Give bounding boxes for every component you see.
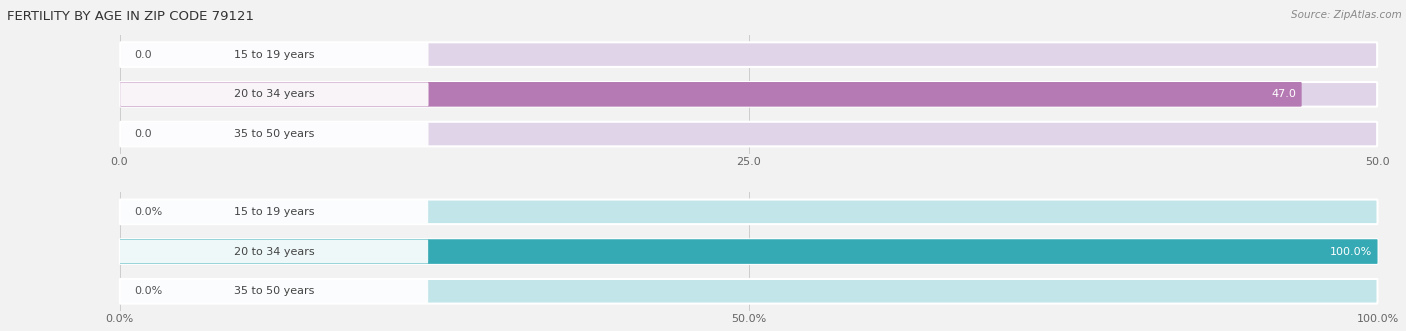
FancyBboxPatch shape: [120, 200, 429, 224]
FancyBboxPatch shape: [120, 82, 1302, 107]
FancyBboxPatch shape: [120, 42, 1378, 67]
Text: 15 to 19 years: 15 to 19 years: [235, 50, 315, 60]
FancyBboxPatch shape: [120, 122, 1378, 146]
Text: 35 to 50 years: 35 to 50 years: [233, 286, 314, 296]
Text: 0.0: 0.0: [135, 129, 152, 139]
FancyBboxPatch shape: [120, 122, 429, 146]
Text: Source: ZipAtlas.com: Source: ZipAtlas.com: [1291, 10, 1402, 20]
Text: 20 to 34 years: 20 to 34 years: [233, 247, 315, 257]
Text: 0.0: 0.0: [135, 50, 152, 60]
FancyBboxPatch shape: [120, 239, 1378, 264]
Text: 47.0: 47.0: [1271, 89, 1296, 99]
FancyBboxPatch shape: [120, 200, 1378, 224]
FancyBboxPatch shape: [120, 279, 429, 303]
FancyBboxPatch shape: [120, 240, 429, 263]
Text: FERTILITY BY AGE IN ZIP CODE 79121: FERTILITY BY AGE IN ZIP CODE 79121: [7, 10, 254, 23]
FancyBboxPatch shape: [120, 279, 1378, 304]
Text: 0.0%: 0.0%: [135, 286, 163, 296]
FancyBboxPatch shape: [120, 43, 429, 67]
FancyBboxPatch shape: [120, 239, 1378, 264]
FancyBboxPatch shape: [120, 82, 1378, 107]
Text: 100.0%: 100.0%: [1329, 247, 1372, 257]
Text: 15 to 19 years: 15 to 19 years: [233, 207, 315, 217]
Text: 35 to 50 years: 35 to 50 years: [235, 129, 315, 139]
Text: 20 to 34 years: 20 to 34 years: [233, 89, 315, 99]
FancyBboxPatch shape: [120, 82, 429, 106]
Text: 0.0%: 0.0%: [135, 207, 163, 217]
